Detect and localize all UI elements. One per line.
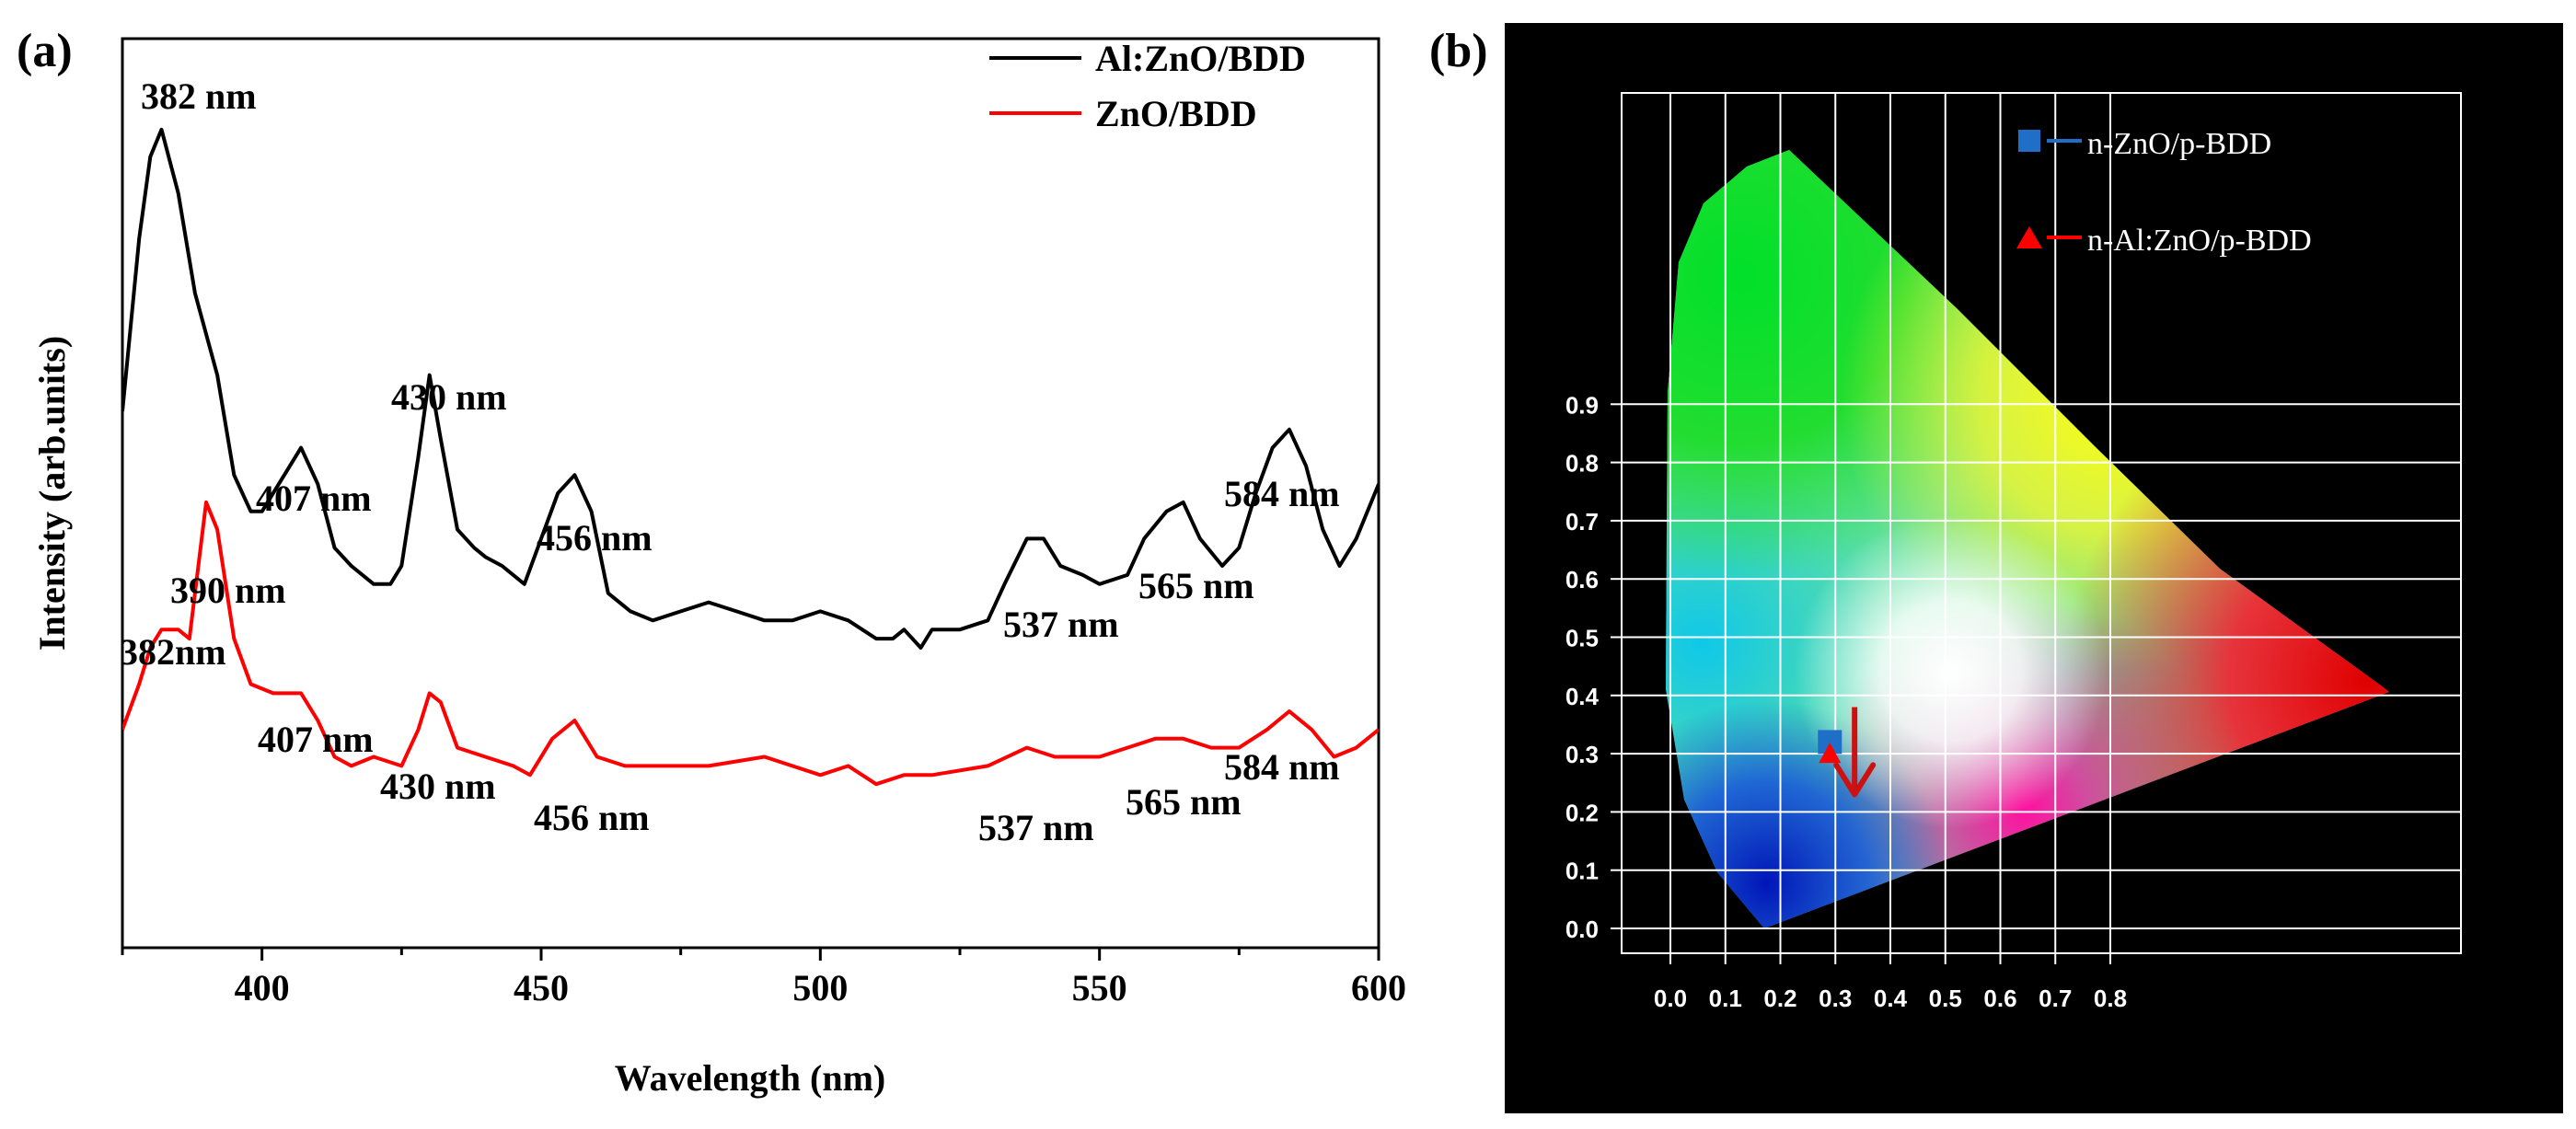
x-tick-label: 500 <box>792 967 848 1008</box>
cie-markers <box>1818 730 1842 764</box>
peak-label-red-584: 584 nm <box>1224 746 1340 788</box>
cie-x-tick-label: 0.1 <box>1709 985 1742 1012</box>
y-axis-label: Intensity (arb.units) <box>31 336 73 651</box>
cie-x-tick-label: 0.7 <box>2039 985 2072 1012</box>
legend-label-al-zno-bdd: Al:ZnO/BDD <box>1095 38 1306 79</box>
panel-b: (b) 0.0 0.1 0.2 0.3 0.4 0.5 0.6 0.7 0.8 0.0 0.1 0.2… <box>1429 23 2563 1113</box>
cie-x-tick-label: 0.5 <box>1929 985 1962 1012</box>
cie-y-tick-label: 0.6 <box>1565 566 1599 593</box>
panel-b-label: (b) <box>1429 25 1488 77</box>
peak-label-black-537: 537 nm <box>1003 604 1119 645</box>
cie-x-tick-label: 0.0 <box>1654 985 1687 1012</box>
panel-a: (a) 400 450 500 550 600 Wavelength (nm) Inte… <box>17 25 1406 1099</box>
peak-label-red-456: 456 nm <box>534 797 650 838</box>
cie-y-tick-label: 0.4 <box>1565 683 1600 710</box>
cie-y-tick-label: 0.7 <box>1565 508 1599 536</box>
peak-label-red-430: 430 nm <box>380 766 496 807</box>
cie-x-tick-label: 0.4 <box>1874 985 1908 1012</box>
x-axis-label: Wavelength (nm) <box>615 1057 885 1099</box>
cie-y-tick-label: 0.2 <box>1565 799 1599 826</box>
cie-x-tick-label: 0.8 <box>2094 985 2127 1012</box>
x-tick-label: 550 <box>1072 967 1127 1008</box>
cie-grid <box>1622 93 2461 953</box>
peak-label-red-407: 407 nm <box>258 719 374 760</box>
legend-marker-n-zno <box>2018 130 2040 152</box>
peak-label-red-537: 537 nm <box>978 807 1094 848</box>
peak-label-black-456: 456 nm <box>537 517 653 559</box>
legend-label-n-zno: n-ZnO/p-BDD <box>2087 127 2271 161</box>
cie-y-tick-label: 0.3 <box>1565 741 1599 768</box>
peak-label-black-565: 565 nm <box>1138 565 1254 606</box>
x-axis-a: 400 450 500 550 600 <box>121 948 1406 1008</box>
series-line-al-zno-bdd <box>122 127 1379 650</box>
peak-label-red-390: 390 nm <box>170 570 286 611</box>
legend-label-zno-bdd: ZnO/BDD <box>1095 93 1257 134</box>
cie-frame <box>1621 92 2462 954</box>
peak-annotations: 382 nm 407 nm 430 nm 456 nm 537 nm 565 n… <box>120 75 1340 848</box>
legend-b: n-ZnO/p-BDD n-Al:ZnO/p-BDD <box>2016 127 2312 258</box>
cie-y-tick-label: 0.5 <box>1565 625 1599 652</box>
cie-y-tick-label: 0.1 <box>1565 858 1599 885</box>
shift-arrow <box>1833 707 1877 798</box>
cie-axes: 0.0 0.1 0.2 0.3 0.4 0.5 0.6 0.7 0.8 0.0 0.1 0.2 0.3 0… <box>1565 391 2127 1012</box>
legend-a: Al:ZnO/BDD ZnO/BDD <box>989 38 1306 134</box>
cie-x-tick-label: 0.3 <box>1819 985 1852 1012</box>
cie-x-tick-label: 0.2 <box>1763 985 1796 1012</box>
x-tick-label: 400 <box>235 967 290 1008</box>
cie-y-tick-label: 0.8 <box>1565 450 1599 478</box>
peak-label-black-430: 430 nm <box>391 376 507 418</box>
arrow-head <box>1833 762 1877 798</box>
cie-y-tick-label: 0.9 <box>1565 391 1599 419</box>
cie-x-tick-label: 0.6 <box>1983 985 2016 1012</box>
x-tick-label: 600 <box>1351 967 1406 1008</box>
plot-frame-a <box>121 37 1380 950</box>
peak-label-black-382: 382 nm <box>141 75 257 117</box>
marker-n-al-zno <box>1819 743 1842 764</box>
cie-y-tick-label: 0.0 <box>1565 916 1599 943</box>
x-tick-label: 450 <box>514 967 569 1008</box>
peak-label-red-565: 565 nm <box>1126 781 1242 823</box>
peak-label-red-382: 382nm <box>120 631 226 673</box>
series-line-zno-bdd <box>122 500 1379 787</box>
peak-label-black-584: 584 nm <box>1224 473 1340 514</box>
panel-a-label: (a) <box>17 25 73 77</box>
legend-label-n-al-zno: n-Al:ZnO/p-BDD <box>2087 224 2312 258</box>
peak-label-black-407: 407 nm <box>256 478 372 519</box>
legend-marker-n-al-zno <box>2016 226 2042 248</box>
